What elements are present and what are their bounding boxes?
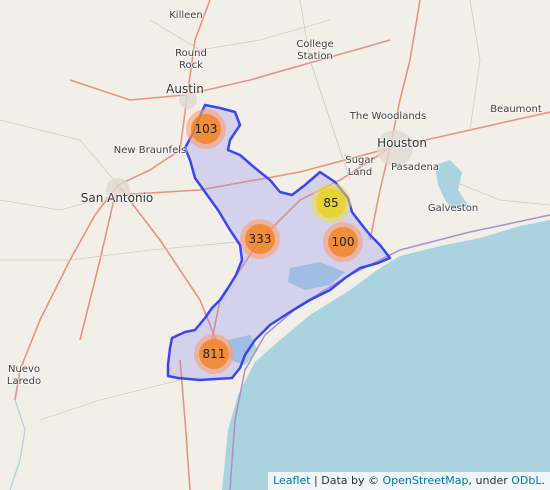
- marker-cluster-matagorda[interactable]: 100: [323, 222, 363, 262]
- marker-cluster-austin[interactable]: 103: [186, 109, 226, 149]
- city-label-the-woodlands: The Woodlands: [349, 111, 427, 122]
- cluster-count: 85: [316, 188, 346, 218]
- matagorda-bay: [288, 262, 345, 290]
- cluster-count: 103: [191, 114, 221, 144]
- cluster-count: 100: [328, 227, 358, 257]
- city-label-pasadena: Pasadena: [390, 162, 440, 173]
- attribution-separator: | Data by ©: [310, 474, 383, 487]
- leaflet-link[interactable]: Leaflet: [273, 474, 311, 487]
- city-label-killeen: Killeen: [169, 10, 203, 21]
- odbl-link[interactable]: ODbL: [511, 474, 542, 487]
- city-label-beaumont: Beaumont: [490, 104, 542, 115]
- corpus-christi-bay: [228, 335, 258, 365]
- minor-roads: [0, 0, 550, 421]
- attribution-end: .: [541, 474, 546, 487]
- gulf-of-mexico: [222, 220, 550, 490]
- marker-cluster-bay-city[interactable]: 85: [311, 183, 351, 223]
- river: [9, 399, 26, 490]
- map-attribution: Leaflet | Data by © OpenStreetMap, under…: [268, 472, 550, 490]
- city-label-new-braunfels: New Braunfels: [113, 145, 187, 156]
- city-label-houston: Houston: [377, 136, 427, 150]
- cluster-count: 333: [245, 224, 275, 254]
- city-label-nuevo-laredo: Nuevo Laredo: [6, 364, 42, 387]
- city-label-san-antonio: San Antonio: [80, 191, 154, 205]
- cluster-count: 811: [199, 339, 229, 369]
- city-label-college-station: College Station: [296, 39, 334, 62]
- city-label-round-rock: Round Rock: [175, 48, 207, 71]
- galveston-bay: [435, 160, 468, 212]
- marker-cluster-corpus-christi[interactable]: 811: [194, 334, 234, 374]
- urban-areas: [106, 91, 413, 202]
- attribution-under: , under: [468, 474, 512, 487]
- marker-cluster-victoria[interactable]: 333: [240, 219, 280, 259]
- city-label-galveston: Galveston: [427, 203, 479, 214]
- city-label-sugar-land: Sugar Land: [345, 155, 375, 178]
- city-label-austin: Austin: [166, 82, 204, 96]
- openstreetmap-link[interactable]: OpenStreetMap: [382, 474, 469, 487]
